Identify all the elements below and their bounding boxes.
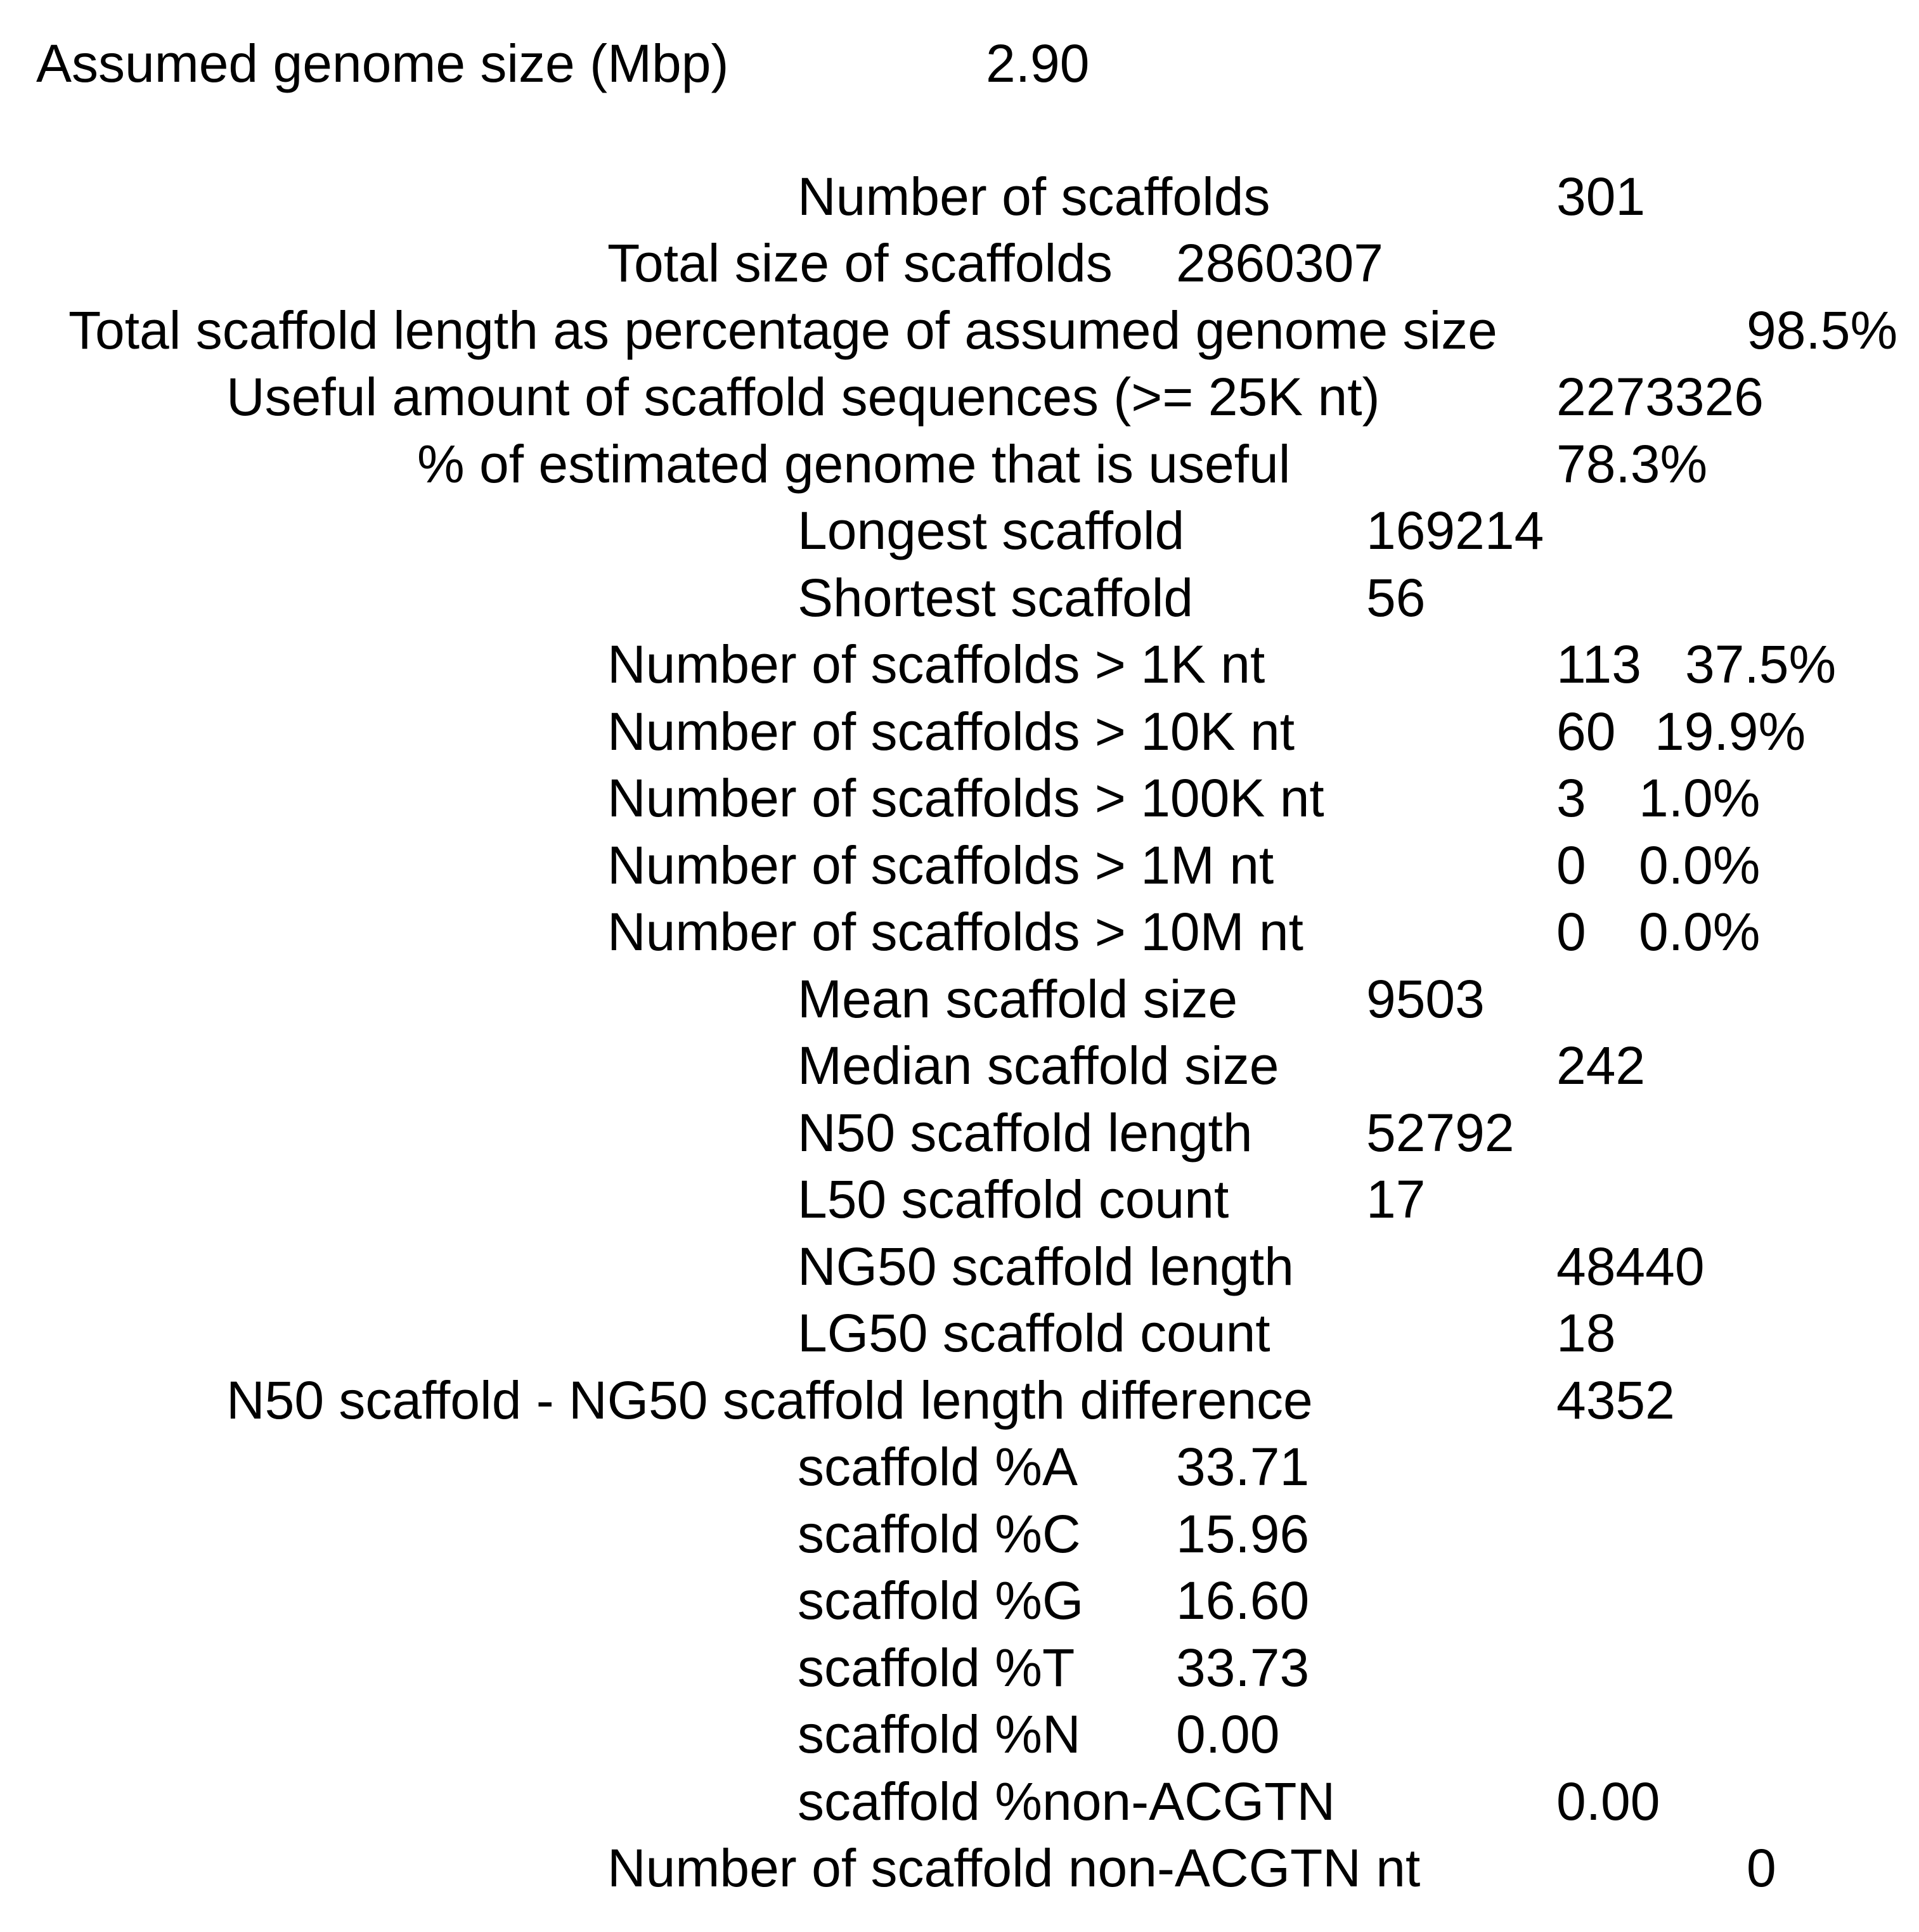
stat-label: Number of scaffolds > 1K nt — [607, 634, 1265, 694]
stat-value: 0 — [1556, 902, 1586, 962]
stat-value: 52792 — [1366, 1103, 1515, 1162]
stat-label: Median scaffold size — [798, 1036, 1279, 1095]
stat-label: N50 scaffold length — [798, 1103, 1253, 1162]
stat-label: Number of scaffolds > 10K nt — [607, 702, 1295, 761]
stat-label: Longest scaffold — [798, 501, 1185, 560]
stat-label: L50 scaffold count — [798, 1169, 1229, 1229]
stat-value: 0 — [1556, 835, 1586, 895]
stat-value: 48440 — [1556, 1237, 1705, 1296]
stat-label: N50 scaffold - NG50 scaffold length diff… — [226, 1370, 1313, 1430]
stat-value: 78.3% — [1556, 434, 1708, 494]
stat-percentage: 0.0% — [1639, 902, 1761, 962]
stat-label: Total scaffold length as percentage of a… — [68, 300, 1497, 360]
stat-value: 169214 — [1366, 501, 1544, 560]
stat-value: 56 — [1366, 568, 1426, 628]
stat-value: 17 — [1366, 1169, 1426, 1229]
stat-value: 33.73 — [1176, 1638, 1310, 1697]
stat-value: 2273326 — [1556, 367, 1764, 427]
stat-label: scaffold %G — [798, 1571, 1084, 1630]
stat-label: Number of scaffolds > 10M nt — [607, 902, 1303, 962]
stat-label: Number of scaffolds > 100K nt — [607, 768, 1324, 828]
stat-value: 0.00 — [1556, 1772, 1660, 1831]
stat-value: 9503 — [1366, 969, 1485, 1029]
stat-label: Number of scaffolds — [798, 167, 1270, 226]
stat-value: 16.60 — [1176, 1571, 1310, 1630]
stat-label: % of estimated genome that is useful — [417, 434, 1291, 494]
stat-label: NG50 scaffold length — [798, 1237, 1294, 1296]
stat-label: Shortest scaffold — [798, 568, 1194, 628]
stat-label: Number of scaffolds > 1M nt — [607, 835, 1274, 895]
stat-label: scaffold %A — [798, 1437, 1078, 1497]
stat-label: scaffold %C — [798, 1504, 1081, 1564]
stat-value: 18 — [1556, 1303, 1616, 1363]
stat-value: 60 — [1556, 702, 1616, 761]
stat-value: 301 — [1556, 167, 1646, 226]
stat-percentage: 0.0% — [1639, 835, 1761, 895]
stat-label: LG50 scaffold count — [798, 1303, 1270, 1363]
stat-value: 242 — [1556, 1036, 1646, 1095]
stat-label: Number of scaffold non-ACGTN nt — [607, 1838, 1421, 1898]
stat-value: 15.96 — [1176, 1504, 1310, 1564]
stat-value: 113 — [1556, 634, 1641, 694]
stat-value: 33.71 — [1176, 1437, 1310, 1497]
stat-label: Total size of scaffolds — [607, 233, 1113, 293]
stat-label: scaffold %T — [798, 1638, 1075, 1697]
genome-size-label: Assumed genome size (Mbp) — [36, 34, 729, 93]
stat-value: 0.00 — [1176, 1704, 1280, 1764]
stat-value: 3 — [1556, 768, 1586, 828]
stat-label: Useful amount of scaffold sequences (>= … — [226, 367, 1380, 427]
stat-value: 0 — [1747, 1838, 1776, 1898]
stat-label: Mean scaffold size — [798, 969, 1238, 1029]
stat-percentage: 37.5% — [1685, 634, 1837, 694]
stat-value: 98.5% — [1747, 300, 1898, 360]
stat-label: scaffold %non-ACGTN — [798, 1772, 1336, 1831]
stat-label: scaffold %N — [798, 1704, 1081, 1764]
stat-value: 4352 — [1556, 1370, 1675, 1430]
stat-percentage: 19.9% — [1655, 702, 1806, 761]
stat-percentage: 1.0% — [1639, 768, 1761, 828]
genome-size-value: 2.90 — [986, 34, 1090, 93]
stat-value: 2860307 — [1176, 233, 1384, 293]
